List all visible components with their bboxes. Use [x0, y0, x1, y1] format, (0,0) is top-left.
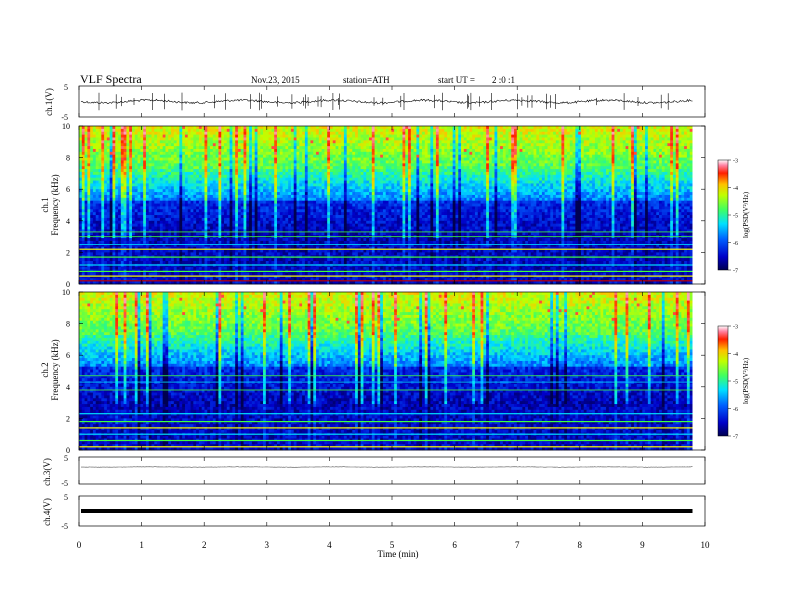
spectrogram-ytick-label: 10	[62, 288, 70, 297]
spectrogram-ytick-label: 6	[66, 185, 70, 194]
station-label: station=ATH	[343, 75, 390, 85]
ch1-ytick-bottom: -5	[61, 113, 68, 122]
colorbar-tick-label: -5	[733, 214, 738, 220]
colorbar-tick-label: -6	[733, 407, 738, 413]
ch1-waveform-frame	[78, 85, 706, 118]
x-tick-label: 5	[390, 540, 395, 550]
spectrogram-ytick-label: 0	[66, 446, 70, 455]
ch3-waveform-frame	[78, 456, 706, 485]
spectrogram-ytick-label: 2	[66, 248, 70, 257]
spectrogram-ytick-label: 8	[66, 154, 70, 163]
x-tick-label: 2	[202, 540, 207, 550]
colorbar-tick-label: -5	[733, 380, 738, 386]
ch1-waveform-line	[80, 92, 693, 111]
ch3-ytick-top: 5	[64, 454, 68, 463]
spectrogram-ytick-label: 4	[66, 217, 70, 226]
start-ut-value: 2 :0 :1	[492, 75, 515, 85]
x-tick-label: 0	[77, 540, 82, 550]
ch2-spectrogram-image	[79, 292, 705, 451]
colorbar-tick-label: -7	[733, 269, 738, 275]
spectrogram-ytick-label: 2	[66, 414, 70, 423]
spectrogram-ytick-label: 4	[66, 383, 70, 392]
ch1-ytick-top: 5	[64, 83, 68, 92]
ch1-colorbar-label: log(PSD(V²/Hz)	[742, 191, 750, 238]
time-x-axis: 0 1 2 3 4 5 6 7 8 9 10	[77, 86, 710, 550]
x-tick-label: 10	[701, 540, 711, 550]
ch4-ytick-top: 5	[64, 493, 68, 502]
colorbar-tick-label: -4	[733, 186, 738, 192]
x-tick-label: 6	[452, 540, 457, 550]
date-label: Nov.23, 2015	[251, 75, 300, 85]
x-tick-label: 4	[327, 540, 332, 550]
ch1-spectrogram-image	[79, 126, 705, 285]
ch3-waveform-line	[81, 466, 693, 468]
spectrogram-ytick-label: 6	[66, 351, 70, 360]
x-tick-label: 9	[640, 540, 645, 550]
colorbar-tick-label: -7	[733, 435, 738, 441]
x-tick-label: 7	[515, 540, 520, 550]
ch4-ytick-bottom: -5	[61, 522, 68, 531]
ch3-ytick-bottom: -5	[61, 479, 68, 488]
ch2-frequency-label: Frequency (kHz)	[50, 339, 60, 400]
ch2-channel-label: ch.2	[40, 362, 50, 377]
ch4-waveform-ylabel: ch.4(V)	[42, 498, 52, 526]
x-tick-label: 1	[139, 540, 144, 550]
ch1-colorbar: -3 -4 -5 -6 -7 log(PSD(V²/Hz)	[717, 159, 750, 275]
ch2-colorbar: -3 -4 -5 -6 -7 log(PSD(V²/Hz)	[717, 325, 750, 441]
ch2-colorbar-label: log(PSD(V²/Hz)	[742, 357, 750, 404]
ch2-colorbar-gradient	[717, 325, 729, 437]
ch1-waveform-ylabel: ch.1(V)	[44, 88, 54, 116]
figure-title: VLF Spectra	[80, 72, 142, 86]
colorbar-tick-label: -3	[733, 159, 738, 165]
ch1-frequency-label: Frequency (kHz)	[50, 174, 60, 235]
ch2-spectrogram-panel: 0 2 4 6 8 10 ch.2 Frequency (kHz)	[40, 288, 706, 455]
colorbar-tick-label: -3	[733, 325, 738, 331]
ch1-channel-label: ch.1	[40, 197, 50, 212]
x-tick-label: 3	[265, 540, 270, 550]
start-ut-label: start UT =	[438, 75, 475, 85]
colorbar-tick-label: -6	[733, 241, 738, 247]
spectrogram-ytick-label: 8	[66, 320, 70, 329]
spectrogram-ytick-label: 10	[62, 122, 70, 131]
ch1-spectrogram-panel: 0 2 4 6 8 10 ch.1 Frequency (kHz)	[40, 122, 706, 289]
x-tick-label: 8	[578, 540, 583, 550]
ch1-colorbar-gradient	[717, 159, 729, 271]
ch3-waveform-ylabel: ch.3(V)	[42, 458, 52, 486]
x-axis-label: Time (min)	[378, 549, 419, 559]
ch1-waveform-panel: 5 -5 ch.1(V)	[44, 83, 706, 122]
colorbar-tick-label: -4	[733, 352, 738, 358]
spectrogram-ytick-label: 0	[66, 280, 70, 289]
